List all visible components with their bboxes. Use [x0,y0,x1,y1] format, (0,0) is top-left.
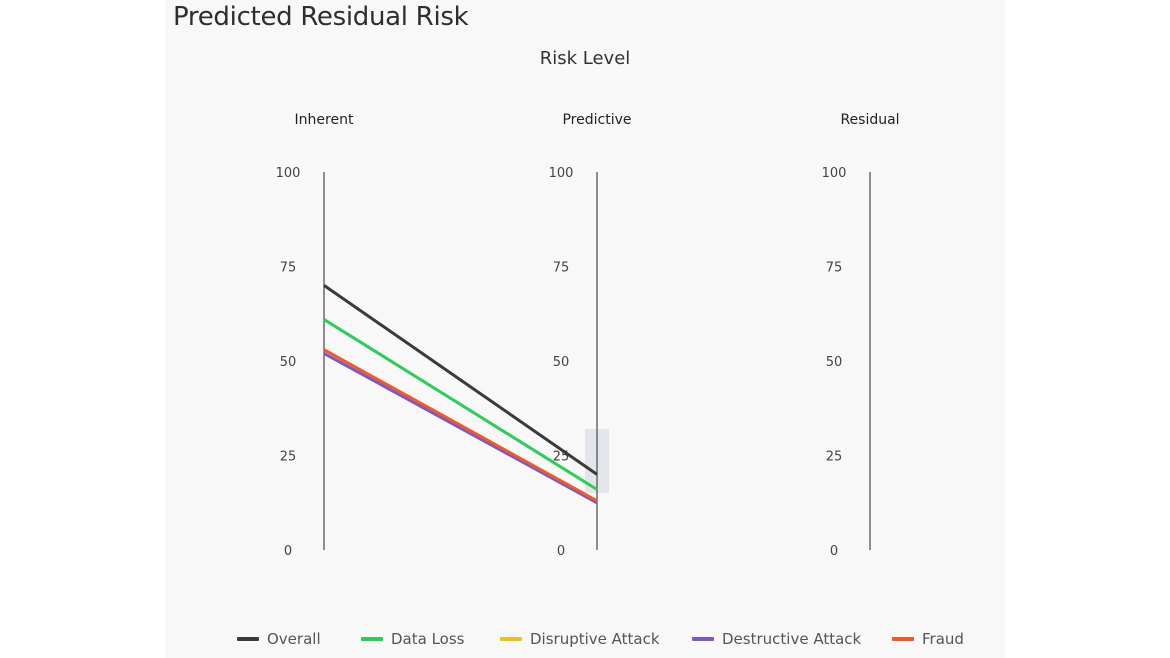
legend-swatch [892,637,914,641]
tick-label: 50 [280,355,297,370]
legend-label: Disruptive Attack [530,630,660,648]
tick-label: 100 [822,166,847,181]
tick-label: 0 [557,544,565,559]
series-line-fraud[interactable] [323,348,598,503]
legend-item-data-loss[interactable]: Data Loss [361,630,464,648]
tick-label: 100 [549,166,574,181]
page-title: Predicted Residual Risk [173,2,469,32]
legend: Overall Data Loss Disruptive Attack Destruc… [0,630,1170,654]
legend-label: Destructive Attack [722,630,862,648]
tick-label: 50 [553,355,570,370]
tick-label: 75 [826,261,843,276]
legend-item-disruptive-attack[interactable]: Disruptive Attack [500,630,660,648]
tick-label: 25 [826,450,843,465]
legend-swatch [692,637,714,641]
tick-label: 75 [280,261,297,276]
legend-item-overall[interactable]: Overall [237,630,321,648]
tick-label: 25 [280,450,297,465]
axis-title-predictive: Predictive [562,112,631,128]
series-line-overall[interactable] [323,284,598,476]
tick-label: 0 [830,544,838,559]
legend-item-fraud[interactable]: Fraud [892,630,964,648]
chart-panel [165,0,1005,658]
series-line-data-loss[interactable] [323,318,598,491]
tick-label: 100 [276,166,301,181]
tick-label: 50 [826,355,843,370]
legend-item-destructive-attack[interactable]: Destructive Attack [692,630,861,648]
series-line-destructive-attack[interactable] [323,352,598,505]
legend-swatch [361,637,383,641]
axis-title-inherent: Inherent [295,112,354,128]
legend-swatch [237,637,259,641]
legend-swatch [500,637,522,641]
legend-label: Overall [267,630,321,648]
legend-label: Fraud [922,630,964,648]
chart-title: Risk Level [539,48,631,69]
tick-label: 0 [284,544,292,559]
legend-label: Data Loss [391,630,465,648]
tick-label: 75 [553,261,570,276]
axis-title-residual: Residual [840,112,899,128]
